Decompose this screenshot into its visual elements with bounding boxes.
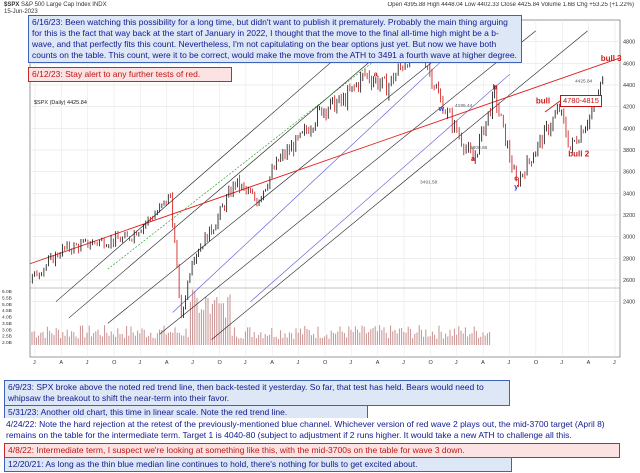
channel-line-3 xyxy=(159,30,536,335)
wave-label-6: c xyxy=(514,175,518,182)
y-tick-label-4: 3200 xyxy=(623,213,635,219)
x-tick-label-10: J xyxy=(297,360,300,366)
note-2023-06-09: 6/9/23: SPX broke above the noted red tr… xyxy=(4,380,510,406)
wave-label-0: a xyxy=(374,71,378,78)
volume-tick-label-7: 2.5B xyxy=(2,334,12,340)
x-tick-label-1: A xyxy=(59,360,63,366)
x-tick-label-4: J xyxy=(138,360,141,366)
channel-line-1 xyxy=(68,30,407,319)
price-label-2: 3808.86 xyxy=(470,145,488,151)
volume-tick-label-2: 5.0B xyxy=(2,302,12,308)
note-2021-12-20: 12/20/21: As long as the thin blue media… xyxy=(4,457,512,472)
ticker-symbol: $SPX xyxy=(4,2,20,8)
y-tick-label-8: 4000 xyxy=(623,126,635,132)
wave-label-8: bull xyxy=(536,96,550,105)
x-tick-label-19: O xyxy=(534,360,539,366)
channel-line-7 xyxy=(250,73,510,302)
x-tick-label-17: A xyxy=(481,360,485,366)
x-tick-label-5: A xyxy=(165,360,169,366)
y-tick-label-12: 4800 xyxy=(623,40,635,46)
x-tick-label-14: J xyxy=(402,360,405,366)
chart-date: 15-Jun-2023 xyxy=(4,9,38,15)
target-arrow xyxy=(544,100,561,113)
x-tick-label-22: J xyxy=(613,360,616,366)
volume-tick-label-5: 3.5B xyxy=(2,321,12,327)
wave-label-10: bull 3 xyxy=(601,54,622,63)
x-tick-label-12: J xyxy=(349,360,352,366)
x-tick-label-2: J xyxy=(86,360,89,366)
y-tick-label-2: 2800 xyxy=(623,256,635,262)
price-label-0: 4425.84 xyxy=(575,78,593,84)
y-tick-label-7: 3800 xyxy=(623,148,635,154)
volume-tick-label-4: 4.0B xyxy=(2,315,12,321)
volume-tick-label-6: 3.0B xyxy=(2,327,12,333)
note-2022-04-24: 4/24/22: Note the hard rejection at the … xyxy=(4,418,636,442)
x-tick-label-16: J xyxy=(455,360,458,366)
x-tick-label-9: A xyxy=(270,360,274,366)
quote-line: Open 4395.88 High 4448.04 Low 4402.33 Cl… xyxy=(387,2,634,8)
x-tick-label-3: O xyxy=(112,360,117,366)
red-trend-line xyxy=(29,57,621,265)
volume-tick-label-8: 2.0B xyxy=(2,340,12,346)
x-tick-label-11: O xyxy=(323,360,328,366)
x-tick-label-0: J xyxy=(33,360,36,366)
y-tick-label-1: 2600 xyxy=(623,278,635,284)
channel-line-6 xyxy=(172,57,446,313)
price-label-3: 4195.44 xyxy=(455,103,473,109)
y-tick-label-3: 3000 xyxy=(623,235,635,241)
x-tick-label-13: A xyxy=(376,360,380,366)
y-tick-label-6: 3600 xyxy=(623,170,635,176)
y-tick-label-11: 4600 xyxy=(623,61,635,67)
channel-line-2 xyxy=(107,30,472,324)
price-label-1: 3491.58 xyxy=(420,179,438,185)
volume-tick-label-0: 6.0B xyxy=(2,289,12,295)
x-tick-label-20: J xyxy=(560,360,563,366)
channel-line-4 xyxy=(211,30,588,340)
y-tick-label-5: 3400 xyxy=(623,191,635,197)
y-tick-label-0: 2400 xyxy=(623,300,635,306)
wave-label-7: y xyxy=(514,184,518,191)
volume-tick-label-3: 4.5B xyxy=(2,308,12,314)
x-tick-label-15: O xyxy=(428,360,433,366)
x-tick-label-21: A xyxy=(587,360,591,366)
note-2023-06-16: 6/16/23: Been watching this possibility … xyxy=(28,15,522,63)
ticker-description: S&P 500 Large Cap Index INDX xyxy=(21,2,107,8)
wave-label-5: b xyxy=(493,84,497,91)
wave-label-9: bull 2 xyxy=(568,150,589,159)
volume-tick-label-1: 5.5B xyxy=(2,295,12,301)
x-tick-label-8: J xyxy=(244,360,247,366)
x-tick-label-18: J xyxy=(508,360,511,366)
channel-line-0 xyxy=(55,30,368,302)
wave-label-3: w xyxy=(438,106,445,113)
note-2022-04-08: 4/8/22: Intermediate term, I suspect we'… xyxy=(4,443,620,458)
x-tick-label-7: O xyxy=(218,360,223,366)
ticker-header: $SPX S&P 500 Large Cap Index INDX xyxy=(4,2,107,9)
series-legend: $SPX (Daily) 4425.84 xyxy=(34,100,87,106)
note-2023-06-12: 6/12/23: Stay alert to any further tests… xyxy=(28,67,232,82)
y-tick-label-10: 4400 xyxy=(623,83,635,89)
target-range-label: 4780-4815 xyxy=(560,95,602,107)
channel-line-5 xyxy=(107,36,407,270)
wave-label-4: a xyxy=(471,156,475,163)
x-tick-label-6: J xyxy=(191,360,194,366)
y-tick-label-9: 4200 xyxy=(623,105,635,111)
